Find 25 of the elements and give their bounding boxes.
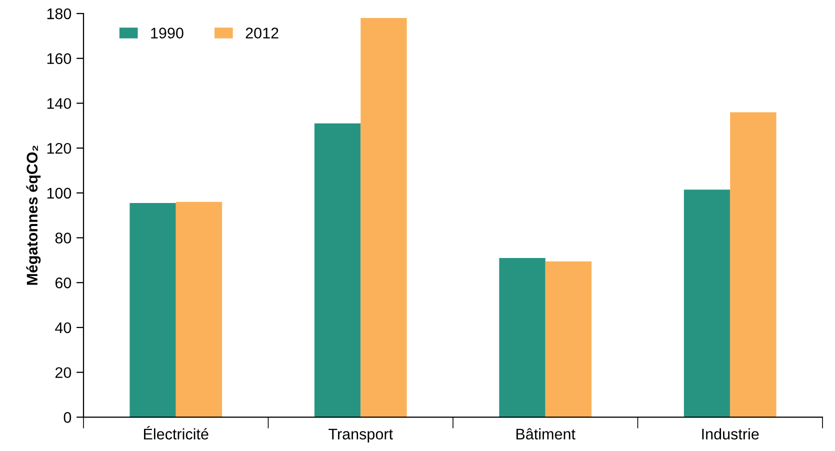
- y-tick-label: 120: [47, 142, 72, 154]
- bar: [499, 258, 546, 418]
- x-tick-label: Transport: [328, 428, 393, 443]
- bar: [360, 18, 407, 418]
- bar: [545, 261, 592, 418]
- y-tick-label: 100: [47, 188, 72, 199]
- x-tick-label: Bâtiment: [516, 428, 576, 440]
- y-tick-label: 0: [64, 412, 72, 423]
- bar: [176, 202, 222, 418]
- y-tick-label: 140: [47, 98, 72, 109]
- y-axis-title: Mégatonnes éqCO₂: [26, 146, 41, 285]
- bar: [314, 123, 361, 418]
- y-tick-label: 20: [55, 367, 72, 378]
- x-tick-label: Électricité: [144, 426, 208, 440]
- legend-label: 1990: [151, 28, 184, 38]
- y-tick-label: 160: [47, 53, 72, 64]
- y-tick-label: 40: [55, 322, 72, 334]
- x-tick-label: Industrie: [702, 428, 759, 440]
- bar: [130, 203, 176, 418]
- bar: [684, 190, 730, 418]
- y-tick-label: 60: [55, 277, 72, 288]
- bar: [730, 112, 776, 418]
- legend-label: 2012: [246, 28, 278, 38]
- y-tick-label: 180: [47, 8, 72, 20]
- y-tick-label: 80: [55, 232, 72, 244]
